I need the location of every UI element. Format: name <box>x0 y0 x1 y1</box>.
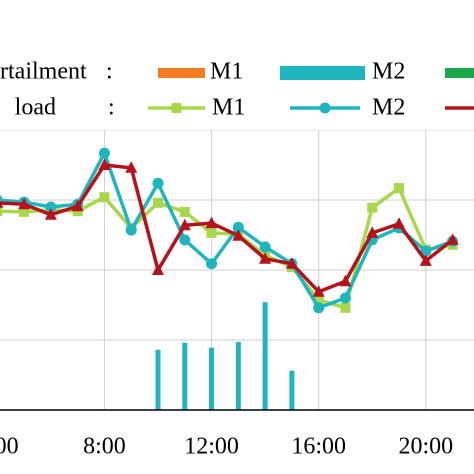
marker <box>393 217 406 229</box>
marker <box>339 274 352 287</box>
marker <box>313 295 324 306</box>
legend-swatch <box>158 68 205 78</box>
legend-group-label: rtailment <box>0 59 87 85</box>
legend-label: M2 <box>372 95 405 121</box>
marker <box>178 218 191 231</box>
x-tick-label: 12:00 <box>184 434 239 460</box>
marker <box>394 183 405 194</box>
marker <box>99 192 110 203</box>
marker <box>340 302 351 313</box>
marker <box>152 263 164 275</box>
marker <box>98 158 111 170</box>
legend-label: M1 <box>212 95 245 121</box>
x-ticks: 4:00 8:00 12:00 16:00 20:00 <box>0 434 453 460</box>
x-tick-label: 16:00 <box>291 434 346 460</box>
x-tick-label: 8:00 <box>83 434 126 460</box>
marker <box>0 201 4 208</box>
lines <box>0 147 459 314</box>
marker <box>366 226 379 238</box>
marker <box>45 201 57 213</box>
legend-separator: : <box>108 95 115 121</box>
marker <box>179 206 190 217</box>
marker <box>153 197 163 208</box>
bar <box>209 347 215 410</box>
marker <box>232 221 244 233</box>
legend-swatch <box>280 66 365 80</box>
marker <box>339 292 351 304</box>
legend-separator: : <box>106 59 113 85</box>
marker <box>71 199 84 212</box>
legend-swatch <box>445 68 474 78</box>
marker <box>179 234 191 246</box>
x-tick-label: 20:00 <box>398 434 453 460</box>
marker <box>420 245 432 257</box>
marker <box>313 302 325 314</box>
marker <box>18 197 31 210</box>
marker <box>0 206 3 217</box>
bar <box>262 302 268 410</box>
legend-label: M1 <box>210 59 243 85</box>
marker <box>367 202 378 213</box>
series-line <box>0 163 454 294</box>
marker <box>206 227 217 238</box>
marker <box>98 147 110 159</box>
marker <box>206 258 218 270</box>
marker <box>152 177 164 189</box>
bars <box>155 302 295 410</box>
marker <box>232 229 245 241</box>
legend-box <box>0 0 474 130</box>
marker <box>259 241 271 253</box>
marker <box>125 161 138 173</box>
marker <box>205 216 218 229</box>
marker <box>44 208 57 220</box>
marker <box>285 257 298 269</box>
legend: rtailment : load : M1 M2 M1 M2 <box>0 59 474 121</box>
marker <box>125 224 137 236</box>
marker <box>19 206 30 217</box>
marker <box>419 254 432 266</box>
marker <box>312 285 325 297</box>
bar <box>155 349 161 410</box>
marker <box>259 252 272 264</box>
legend-label: M2 <box>372 59 405 85</box>
legend-group-label: load <box>15 95 56 121</box>
x-tick-label: 4:00 <box>0 434 19 460</box>
bar <box>182 342 188 410</box>
marker <box>319 102 331 114</box>
bar <box>289 370 295 410</box>
marker <box>171 103 182 113</box>
bar <box>235 342 241 410</box>
marker <box>446 233 459 245</box>
